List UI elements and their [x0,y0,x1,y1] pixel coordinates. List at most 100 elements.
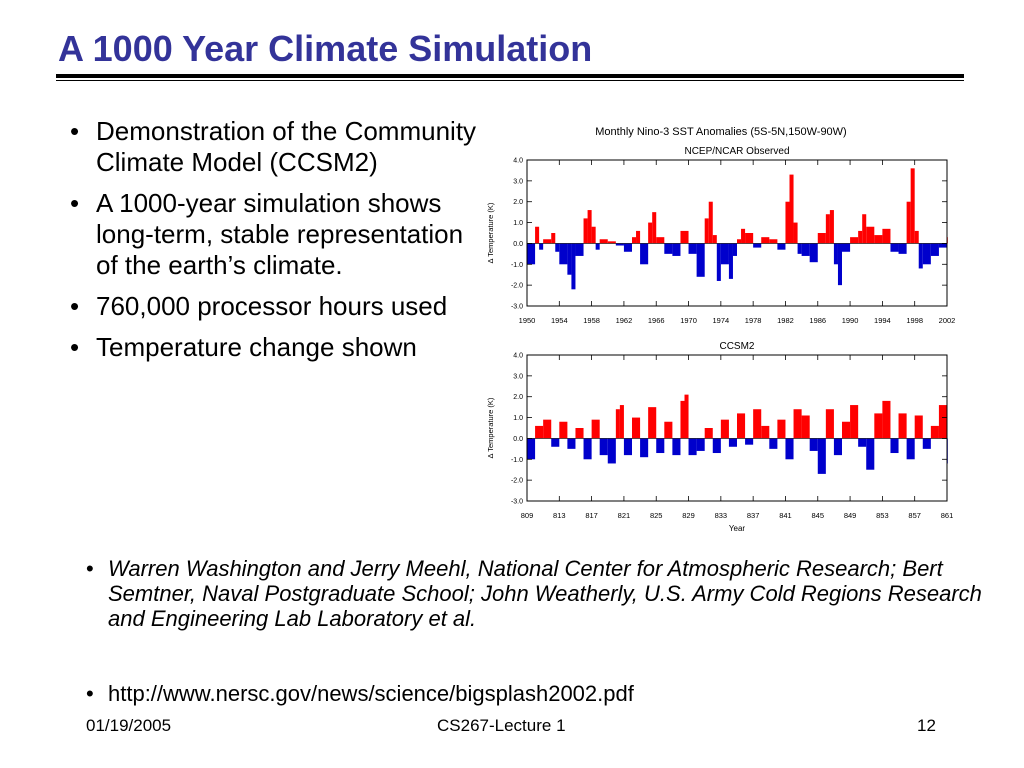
positive-anomaly-bar [543,419,552,439]
positive-anomaly-bar [704,428,713,439]
negative-anomaly-bar [906,438,915,460]
negative-anomaly-bar [785,438,794,460]
negative-anomaly-bar [571,243,576,290]
negative-anomaly-bar [858,438,867,447]
positive-anomaly-bar [583,218,588,244]
y-tick-label: -3.0 [511,304,523,311]
negative-anomaly-bar [866,438,875,470]
positive-anomaly-bar [793,222,798,244]
negative-anomaly-bar [890,243,899,252]
negative-anomaly-bar [672,438,681,456]
x-tick-label: 1950 [519,316,536,325]
x-axis-label: Year [729,524,746,533]
title-rule-thick [56,74,964,78]
positive-anomaly-bar [825,409,834,439]
positive-anomaly-bar [769,239,778,244]
negative-anomaly-bar [696,438,705,451]
x-tick-label: 2002 [939,316,956,325]
positive-anomaly-bar [587,210,592,244]
y-tick-label: 4.0 [513,353,523,360]
x-tick-label: 817 [585,511,598,520]
positive-anomaly-bar [684,394,689,439]
negative-anomaly-bar [567,438,576,449]
positive-anomaly-bar [591,226,596,244]
negative-anomaly-bar [801,243,810,256]
negative-anomaly-bar [595,243,600,250]
positive-anomaly-bar [817,233,826,244]
positive-anomaly-bar [680,230,689,244]
positive-anomaly-bar [575,428,584,439]
negative-anomaly-bar [583,438,592,460]
negative-anomaly-bar [716,243,721,281]
negative-anomaly-bar [559,243,568,265]
x-tick-label: 853 [876,511,889,520]
positive-anomaly-bar [850,405,859,439]
positive-anomaly-bar [862,214,867,244]
negative-anomaly-bar [672,243,681,256]
y-axis-label: Δ Temperature (K) [486,202,495,263]
slide-title: A 1000 Year Climate Simulation [58,28,593,69]
positive-anomaly-bar [720,419,729,439]
positive-anomaly-bar [559,421,568,439]
nino3-anomaly-figure: Monthly Nino-3 SST Anomalies (5S-5N,150W… [486,126,955,533]
plot-frame [526,354,948,502]
positive-anomaly-bar [599,239,608,244]
negative-anomaly-bar [539,243,544,250]
x-tick-label: 1982 [777,316,794,325]
positive-anomaly-bar [850,237,859,244]
x-tick-label: 1994 [874,316,891,325]
positive-anomaly-bar [636,230,641,244]
y-tick-label: -2.0 [511,283,523,290]
negative-anomaly-bar [833,438,842,456]
positive-anomaly-bar [914,415,923,439]
y-tick-label: 0.0 [513,241,523,248]
positive-anomaly-bar [882,400,891,439]
negative-anomaly-bar [688,243,697,254]
positive-anomaly-bar [930,425,939,439]
negative-anomaly-bar [615,243,624,246]
negative-anomaly-bar [833,243,838,265]
negative-anomaly-bar [817,438,826,474]
credits-text: Warren Washington and Jerry Meehl, Natio… [86,556,986,631]
negative-anomaly-bar [938,243,947,248]
chart-panel-observed: NCEP/NCAR Observed 4.0 3.0 2.0 1.0 0.0 -1.0 -2.… [486,146,955,325]
positive-anomaly-bar [910,168,915,244]
positive-anomaly-bar [914,230,919,244]
positive-anomaly-bar [866,226,875,244]
positive-anomaly-bar [753,409,762,439]
x-tick-label: 829 [682,511,695,520]
positive-anomaly-bar [652,212,657,244]
positive-anomaly-bar [680,400,685,439]
negative-anomaly-bar [930,243,939,256]
positive-anomaly-bar [591,419,600,439]
positive-anomaly-bar [535,226,540,244]
negative-anomaly-bar [842,243,851,252]
negative-anomaly-bar [720,243,729,265]
positive-anomaly-bar [712,235,717,244]
negative-anomaly-bar [696,243,705,277]
positive-anomaly-bar [801,415,810,439]
x-tick-label: 1966 [648,316,665,325]
negative-anomaly-bar [922,243,931,265]
x-tick-label: 841 [779,511,792,520]
x-tick-label: 1978 [745,316,762,325]
negative-anomaly-bar [599,438,608,456]
bullet-item: Temperature change shown [70,332,490,363]
negative-anomaly-bar [527,243,536,265]
negative-anomaly-bar [527,438,536,460]
positive-anomaly-bar [874,235,883,244]
bullet-item: A 1000-year simulation shows long-term, … [70,188,490,281]
positive-anomaly-bar [619,405,624,439]
positive-anomaly-bar [906,201,911,244]
positive-anomaly-bar [785,201,790,244]
positive-anomaly-bar [632,417,641,439]
link-list: http://www.nersc.gov/news/science/bigspl… [86,681,986,706]
positive-anomaly-bar [777,419,786,439]
positive-anomaly-bar [793,409,802,439]
positive-anomaly-bar [761,237,770,244]
negative-anomaly-bar [922,438,931,449]
reference-link[interactable]: http://www.nersc.gov/news/science/bigspl… [86,681,986,706]
y-tick-label: -1.0 [511,262,523,269]
negative-anomaly-bar [732,243,737,256]
x-tick-label: 857 [908,511,921,520]
